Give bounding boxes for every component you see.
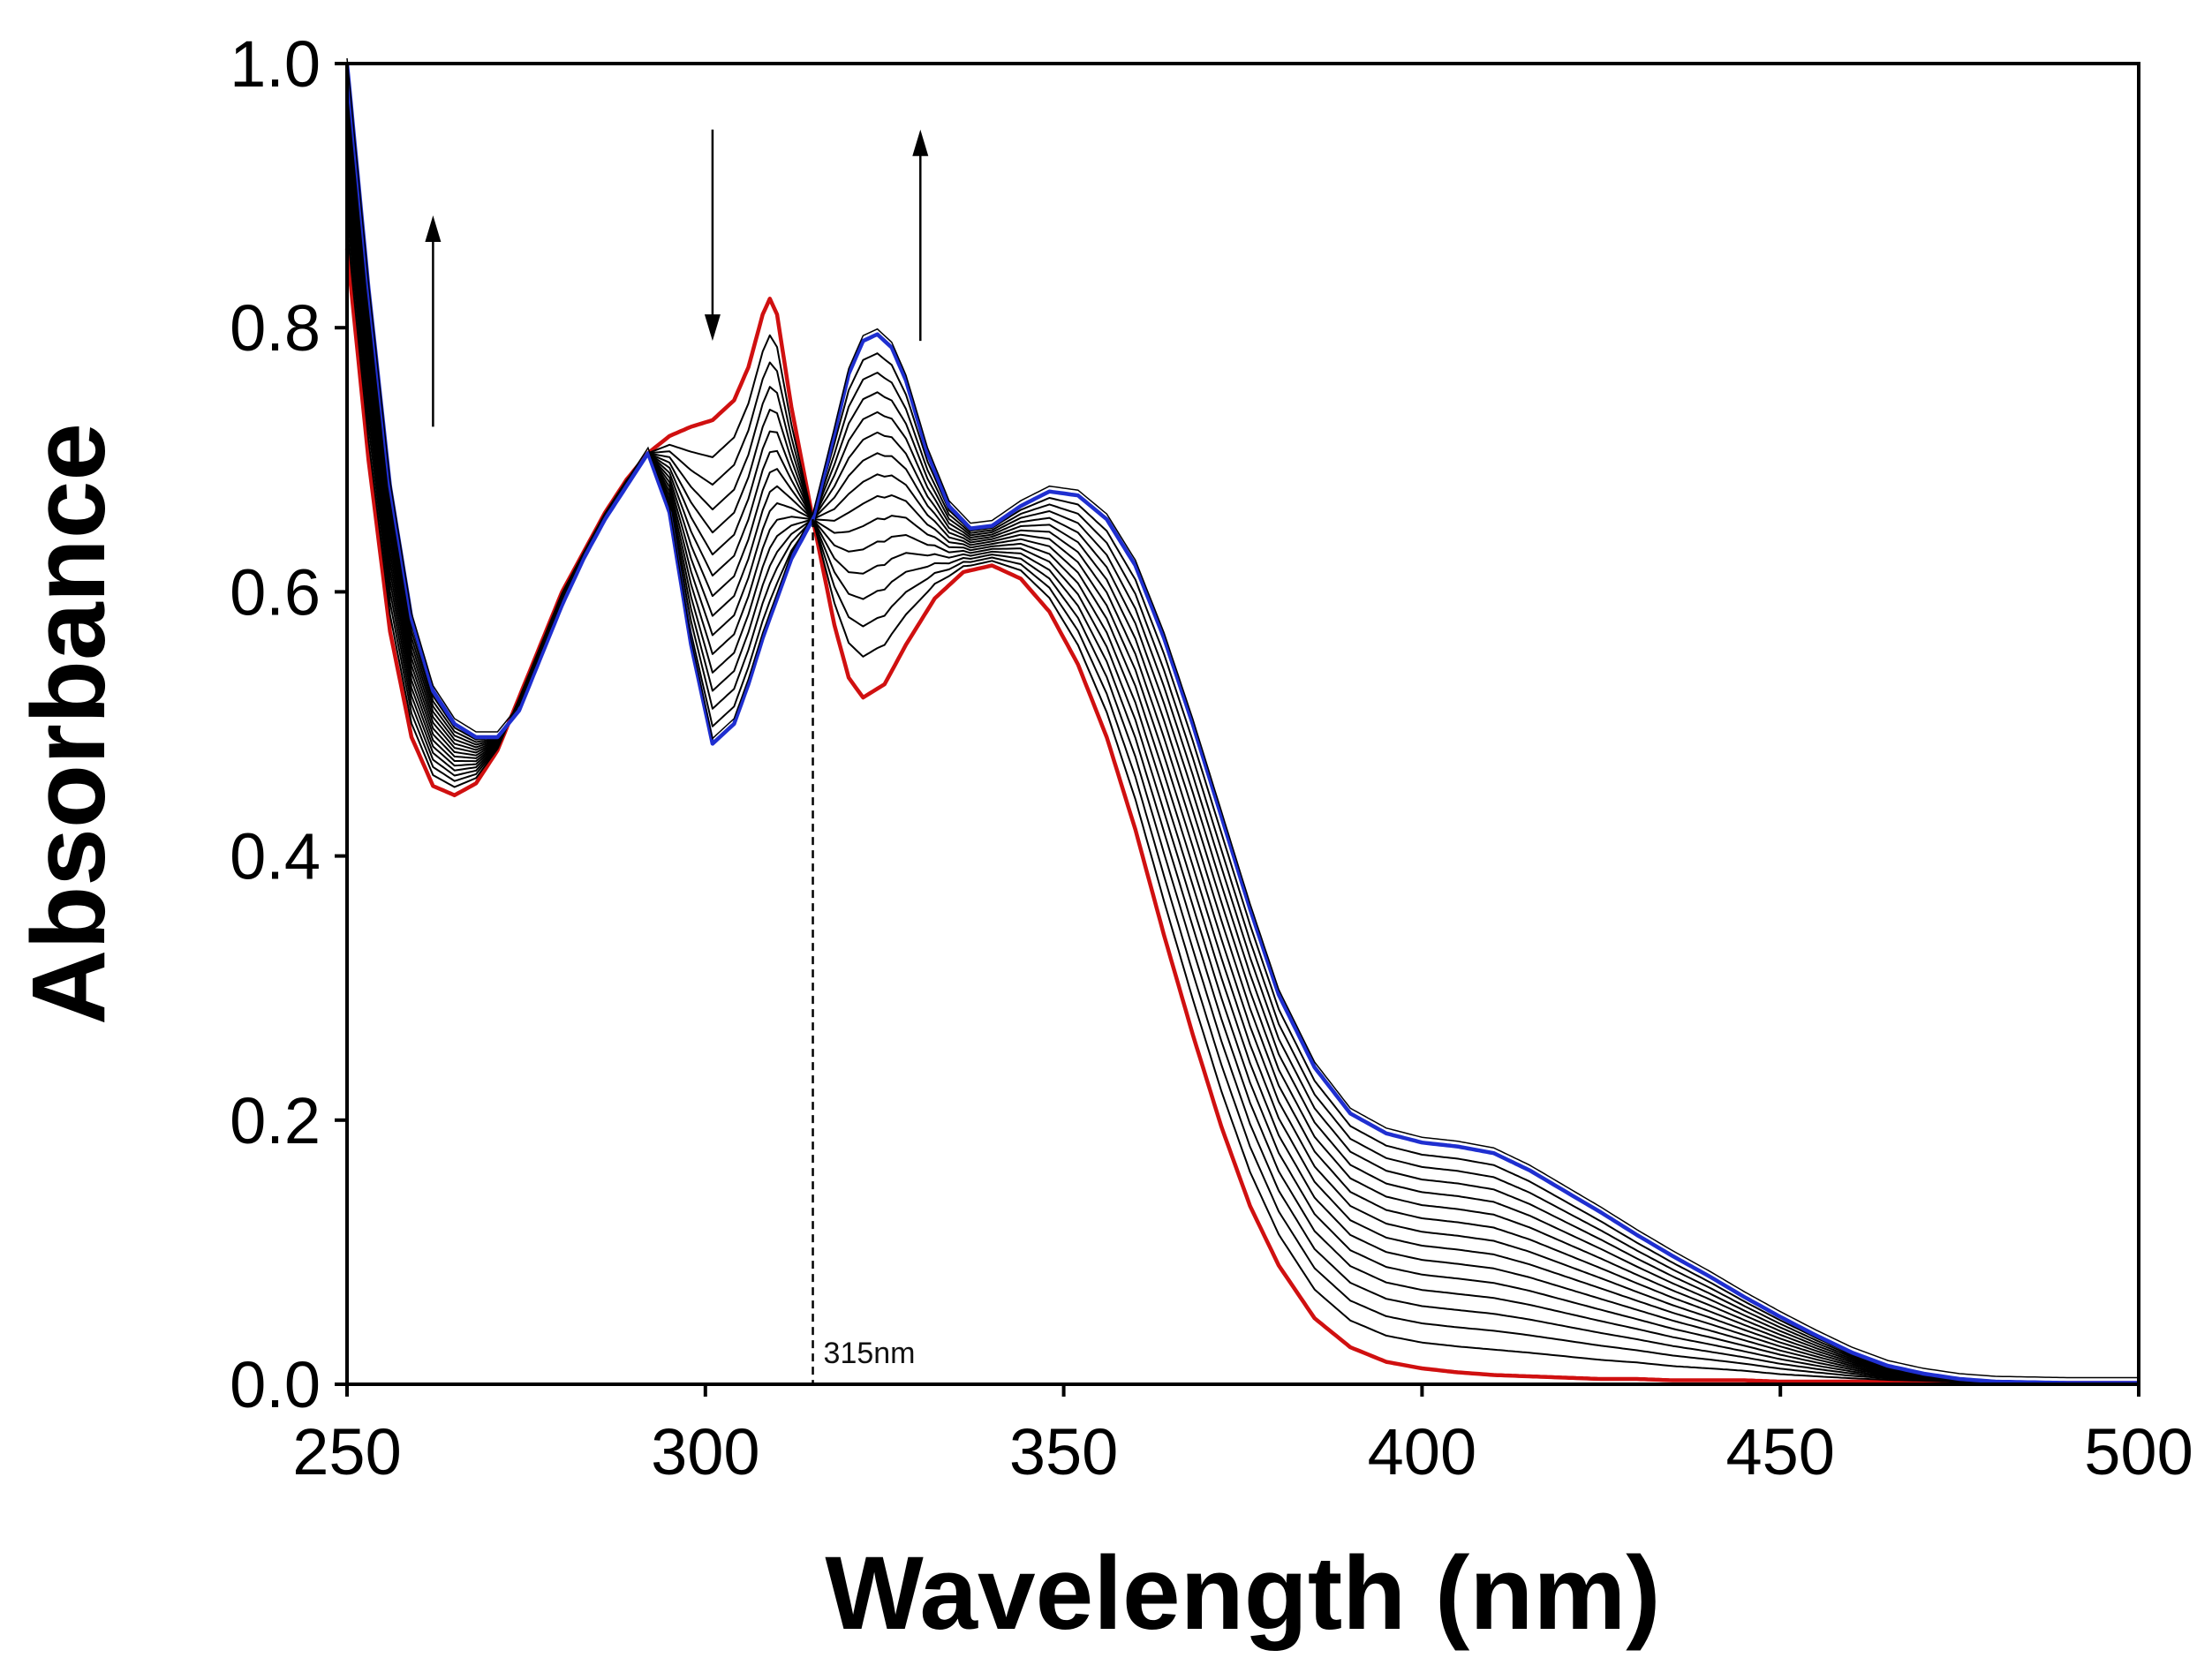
y-tick-label: 0.0: [230, 1348, 321, 1421]
isosbestic-label: 315nm: [824, 1337, 916, 1370]
y-tick-label: 0.6: [230, 555, 321, 629]
annotations: 315nm: [425, 129, 929, 1384]
spectral-curves: [344, 57, 2139, 1385]
arrow-down-icon: [704, 314, 721, 342]
intermediate-spectrum: [346, 197, 2139, 1384]
x-tick-label: 400: [1368, 1415, 1476, 1488]
y-tick-label: 0.4: [230, 820, 321, 893]
intermediate-spectrum: [346, 136, 2139, 1384]
intermediate-spectrum: [346, 125, 2139, 1384]
y-tick-label: 0.8: [230, 291, 321, 365]
intermediate-spectrum: [346, 159, 2139, 1384]
intermediate-spectrum: [346, 171, 2139, 1384]
intermediate-spectrum: [346, 184, 2139, 1384]
intermediate-spectrum: [346, 114, 2139, 1384]
plot-frame: [345, 62, 2140, 1386]
final-spectrum: [344, 63, 2139, 1385]
x-tick-label: 350: [1009, 1415, 1118, 1488]
final-spectrum-outline: [346, 57, 2139, 1379]
intermediate-spectrum: [346, 147, 2139, 1384]
arrow-up-icon: [425, 215, 442, 243]
y-axis-title: Absorbance: [11, 423, 127, 1025]
y-tick-label: 0.2: [230, 1084, 321, 1157]
initial-spectrum: [344, 248, 2139, 1385]
x-axis-title: Wavelength (nm): [825, 1535, 1660, 1652]
x-tick-label: 300: [651, 1415, 759, 1488]
x-tick-label: 500: [2084, 1415, 2193, 1488]
arrow-up-icon: [912, 129, 929, 156]
intermediate-spectrum: [346, 227, 2139, 1384]
intermediate-spectrum: [346, 211, 2139, 1384]
y-tick-label: 1.0: [230, 27, 321, 101]
x-tick-label: 250: [292, 1415, 401, 1488]
x-tick-label: 450: [1725, 1415, 1834, 1488]
axis-ticks: 250 300 350 400 450 500 0.0 0.2 0.4 0.6 0.8 1.0: [230, 27, 2193, 1488]
